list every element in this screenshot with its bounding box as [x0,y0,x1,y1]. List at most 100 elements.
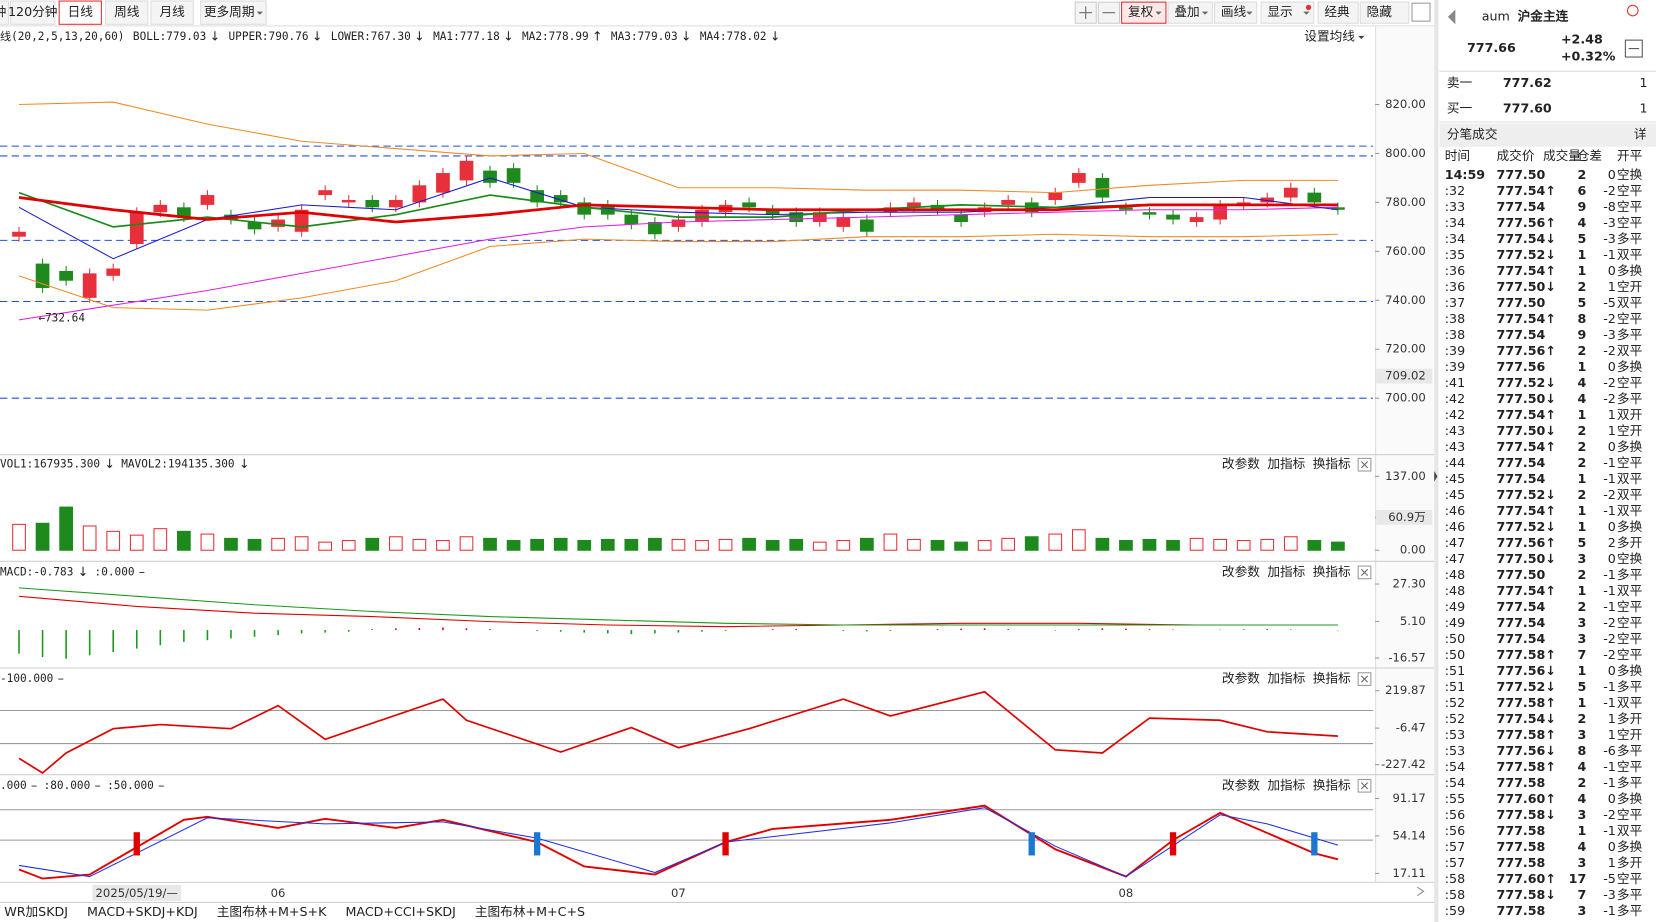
y-tick-label: 17.11 [1393,866,1426,880]
tick-time: :53 [1445,727,1465,742]
tick-price: 777.52↓ [1497,487,1556,502]
zoom-icons[interactable] [1074,1,1431,24]
period-label[interactable]: 120分钟 [8,4,57,19]
y-tick-label: 740.00 [1385,293,1426,307]
tool-label[interactable]: 复权 [1128,4,1154,19]
layout-tab[interactable]: MACD+SKDJ+KDJ [87,904,198,919]
tick-price: 777.58↓ [1497,807,1556,822]
period-label[interactable]: 更多周期 [204,4,255,19]
tick-price: 777.54↑ [1497,583,1556,598]
badge[interactable] [1626,4,1639,17]
settings-button[interactable]: 设置均线 [1304,28,1355,43]
tick-time: :39 [1445,359,1465,374]
tool-button[interactable] [1214,1,1258,24]
period-tab[interactable] [150,0,194,25]
tick-oi-change: -2 [1603,311,1616,326]
tick-price: 777.50 [1497,567,1546,582]
cross-signal [1311,832,1318,856]
scroll-right[interactable] [1417,886,1425,897]
period-tab[interactable] [10,0,56,25]
panel-button[interactable]: 加指标 [1267,456,1305,471]
tick-volume: 2 [1577,599,1586,614]
panel-button[interactable]: 改参数 [1222,456,1260,471]
volume-bar [247,538,262,551]
tool-button[interactable] [1359,1,1410,24]
splitter[interactable] [1434,0,1439,922]
tick-volume: 8 [1577,311,1586,326]
volume-bar [954,541,968,551]
layout-tab[interactable]: WR加SKDJ [4,904,68,919]
tool-label[interactable]: 经典 [1324,4,1350,19]
tick-oi-change: -3 [1603,215,1616,230]
tick-type: 双平 [1617,295,1642,310]
tick-time: :57 [1445,855,1465,870]
tool-label[interactable]: 隐藏 [1367,4,1393,19]
tick-volume: 4 [1577,839,1586,854]
prev-arrow[interactable] [1447,9,1456,25]
panel-button[interactable]: 加指标 [1267,777,1305,792]
volume-bar [1236,540,1251,551]
y-tick-label: 91.17 [1393,791,1426,805]
period-label[interactable]: 钟 [0,4,6,19]
tick-volume: 17 [1569,871,1587,886]
candle-body [930,204,945,210]
tick-oi-change: 0 [1608,359,1616,374]
layout-tab[interactable]: 主图布林+M+C+S [475,904,585,919]
collapse-button[interactable] [1624,39,1643,58]
tick-type: 空平 [1617,375,1642,390]
candle-body [860,219,874,232]
period-label[interactable]: 日线 [68,4,94,19]
y-tick-label: 780.00 [1385,195,1426,209]
tool-button[interactable] [1317,1,1359,24]
tick-type: 多平 [1617,887,1642,902]
panel-arrow: – [58,671,64,686]
book-price: 777.62 [1503,75,1552,90]
tool-label[interactable]: 显示 [1267,4,1292,19]
tool-button[interactable] [1167,1,1213,24]
period-label[interactable]: 周线 [114,4,140,19]
ticks-detail[interactable]: 详 [1634,127,1647,142]
tick-oi-change: -2 [1603,343,1616,358]
legend-value: MA3:779.03 [611,30,678,43]
legend-arrow: ↓ [770,28,781,43]
tick-oi-change: 1 [1608,711,1616,726]
panel-button[interactable]: 改参数 [1222,671,1260,686]
candle-body [483,170,497,183]
period-tab[interactable] [0,0,9,25]
period-tab[interactable] [200,0,267,25]
y-tick-label: 5.10 [1400,614,1426,628]
period-tab[interactable] [105,0,149,25]
indicator-line [18,206,1338,321]
volume-bar [765,540,780,551]
panel-button[interactable]: 改参数 [1222,777,1260,792]
panel-button[interactable]: 换指标 [1313,777,1351,792]
panel-button[interactable]: 加指标 [1267,564,1305,579]
splitter-arrow[interactable] [1434,471,1438,482]
tool-label[interactable]: 叠加 [1174,4,1199,19]
panel-button[interactable]: 改参数 [1222,564,1260,579]
tick-price: 777.56↑ [1497,535,1556,550]
tick-time: 14:59 [1445,167,1485,182]
tick-price: 777.50↓ [1497,279,1556,294]
layout-tab[interactable]: MACD+CCI+SKDJ [345,904,455,919]
tick-oi-change: 0 [1608,839,1616,854]
tool-label[interactable]: 画线 [1221,4,1247,19]
tick-time: :34 [1445,215,1465,230]
panel-button[interactable]: 加指标 [1267,671,1305,686]
legend-arrow: ↑ [592,28,603,43]
tool-button[interactable] [1260,1,1315,24]
tick-price: 777.54↓ [1497,711,1556,726]
panel-value: VOL1:167935.300 [0,458,100,471]
panel-button[interactable]: 换指标 [1313,671,1351,686]
volume-bar [671,538,686,551]
last-price: 777.66 [1467,40,1516,55]
tick-type: 空开 [1617,279,1642,294]
layout-tab[interactable]: 主图布林+M+S+K [217,904,327,919]
panel-button[interactable]: 换指标 [1313,564,1351,579]
tool-button[interactable] [1121,1,1167,24]
period-tab[interactable] [58,0,102,25]
tick-time: :33 [1445,199,1465,214]
volume-bar [200,533,215,551]
period-label[interactable]: 月线 [159,4,185,19]
panel-button[interactable]: 换指标 [1313,456,1351,471]
